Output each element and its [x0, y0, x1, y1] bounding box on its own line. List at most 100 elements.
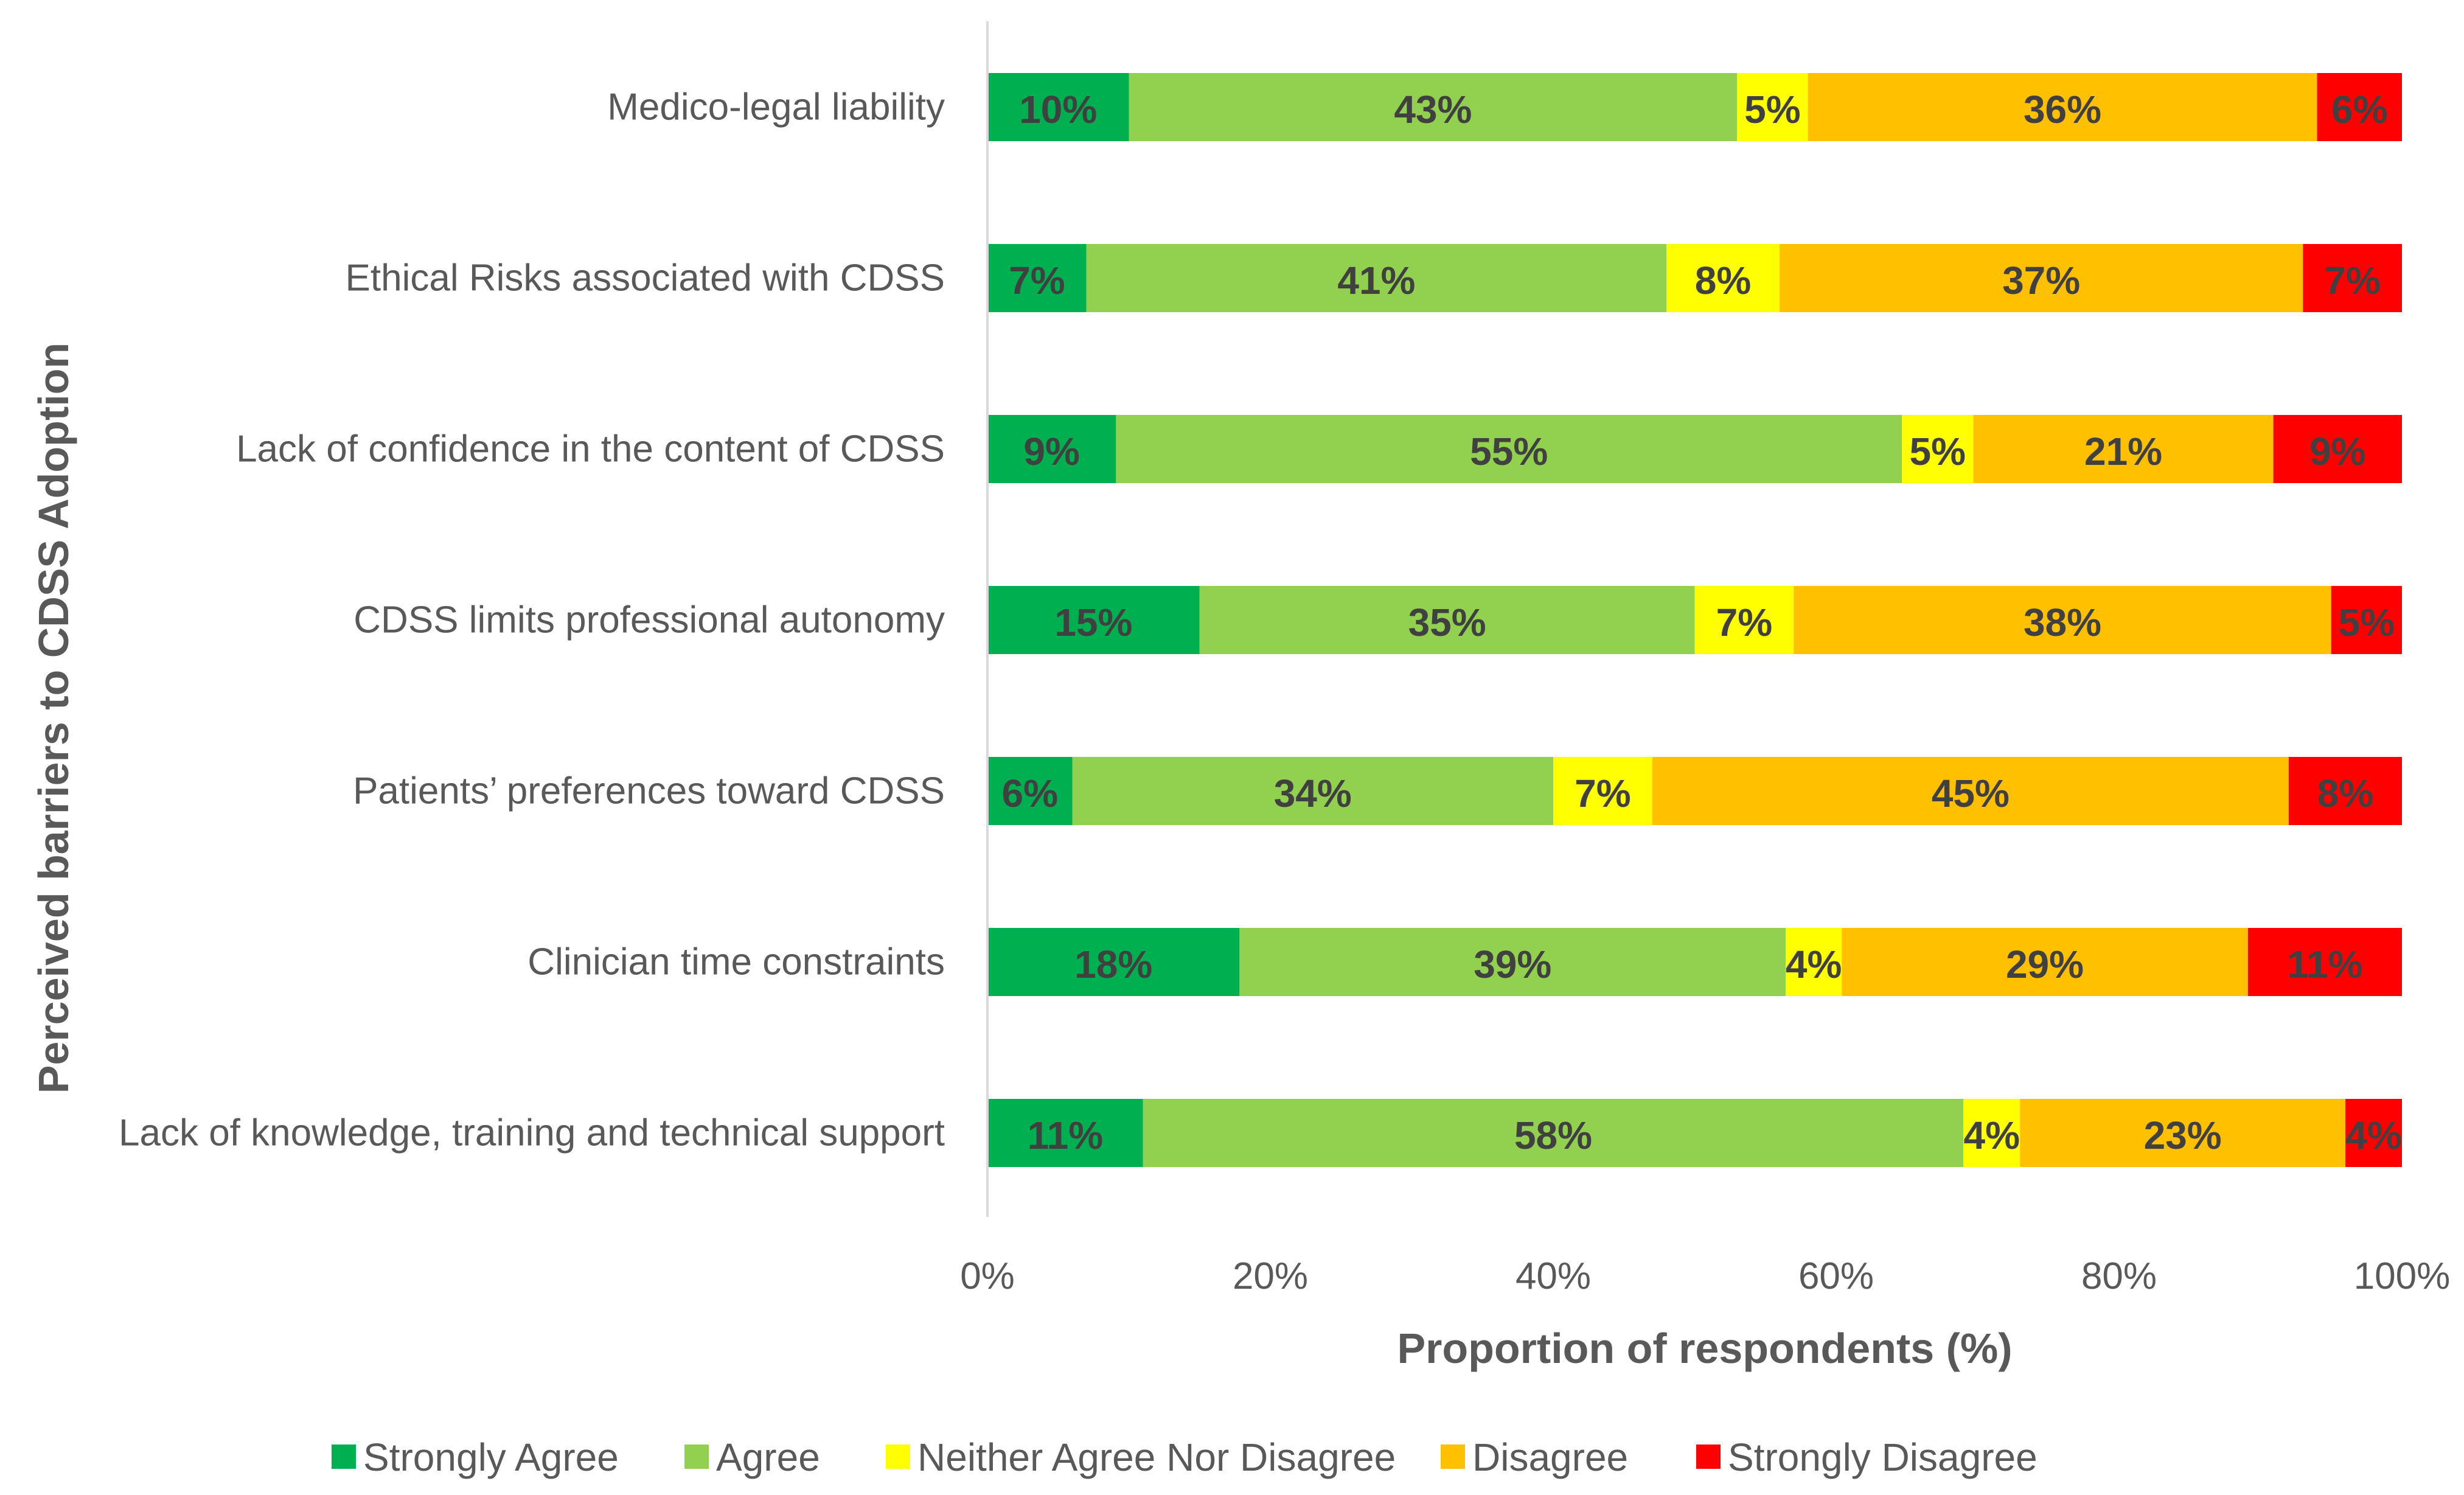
bar-segment	[1553, 757, 1652, 825]
legend-swatch	[684, 1444, 709, 1469]
category-label: Lack of knowledge, training and technica…	[119, 1112, 945, 1154]
bar-segment	[1199, 586, 1695, 654]
legend: Strongly Agree Agree Neither Agree Nor Dis…	[332, 1435, 2038, 1479]
data-label: 55%	[1470, 430, 1548, 473]
legend-swatch	[1696, 1444, 1721, 1469]
data-label: 43%	[1394, 88, 1472, 131]
data-label: 23%	[2144, 1113, 2222, 1157]
bar-segment	[1116, 415, 1902, 483]
bar-segment	[1973, 415, 2274, 483]
bar-segment	[1666, 244, 1780, 312]
bar-segment	[1842, 928, 2248, 996]
bar-segment	[987, 244, 1087, 312]
bar-segment	[2020, 1099, 2345, 1167]
category-labels-group: Medico-legal liability Ethical Risks asso…	[119, 86, 945, 1154]
bar-segment	[1902, 415, 1974, 483]
data-labels-group: 10% 43% 5% 36% 6% 7% 41% 8% 37% 7% 9% 55% 5% 21% 9% 15%…	[1002, 88, 2402, 1157]
data-label: 36%	[2024, 88, 2101, 131]
data-label: 4%	[1786, 943, 1842, 986]
bar-segment	[2331, 586, 2402, 654]
data-label: 5%	[1744, 88, 1801, 131]
y-axis-title: Perceived barriers to CDSS Adoption	[30, 343, 77, 1093]
x-tick-label: 0%	[960, 1255, 1015, 1297]
bar-segment	[987, 928, 1240, 996]
x-tick-label: 40%	[1516, 1255, 1591, 1297]
data-label: 34%	[1274, 772, 1352, 815]
legend-label: Strongly Disagree	[1728, 1435, 2038, 1479]
data-label: 5%	[1909, 430, 1966, 473]
bar-segment	[2273, 415, 2402, 483]
data-label: 21%	[2084, 430, 2162, 473]
data-label: 10%	[1019, 88, 1097, 131]
bar-segment	[987, 73, 1129, 141]
data-label: 15%	[1054, 601, 1132, 644]
bar-segment	[1239, 928, 1786, 996]
bar-segment	[987, 1099, 1143, 1167]
data-label: 37%	[2002, 259, 2080, 302]
bar-segment	[1143, 1099, 1964, 1167]
data-label: 39%	[1474, 943, 1551, 986]
category-label: CDSS limits professional autonomy	[353, 599, 945, 641]
bar-segment	[1694, 586, 1794, 654]
x-axis-title: Proportion of respondents (%)	[1397, 1325, 2012, 1372]
data-label: 7%	[1575, 772, 1631, 815]
bar-segment	[1086, 244, 1666, 312]
bar-segment	[2317, 73, 2402, 141]
data-label: 5%	[2339, 601, 2395, 644]
data-label: 11%	[2287, 943, 2363, 986]
data-label: 38%	[2024, 601, 2101, 644]
category-label: Patients’ preferences toward CDSS	[353, 770, 945, 812]
bar-segment	[987, 757, 1073, 825]
bar-segment	[2303, 244, 2402, 312]
data-label: 41%	[1337, 259, 1415, 302]
bar-segment	[1808, 73, 2317, 141]
x-tick-label: 100%	[2354, 1255, 2451, 1297]
data-label: 29%	[2006, 943, 2084, 986]
legend-label: Disagree	[1472, 1435, 1628, 1479]
x-tick-label: 20%	[1233, 1255, 1308, 1297]
data-label: 4%	[1964, 1113, 2020, 1157]
data-label: 7%	[2324, 259, 2381, 302]
legend-swatch	[1441, 1444, 1465, 1469]
x-tick-label: 80%	[2081, 1255, 2157, 1297]
data-label: 45%	[1932, 772, 2010, 815]
bar-segment	[2289, 757, 2402, 825]
data-label: 7%	[1716, 601, 1773, 644]
category-label: Clinician time constraints	[527, 941, 945, 983]
category-label: Ethical Risks associated with CDSS	[346, 257, 945, 299]
legend-label: Neither Agree Nor Disagree	[917, 1435, 1396, 1479]
bar-segment	[1129, 73, 1738, 141]
bar-segment	[1786, 928, 1842, 996]
bar-segment	[2247, 928, 2402, 996]
bars-group	[987, 73, 2402, 1167]
data-label: 35%	[1408, 601, 1486, 644]
category-label: Lack of confidence in the content of CDS…	[236, 428, 945, 470]
bar-segment	[1072, 757, 1553, 825]
bar-segment	[1963, 1099, 2020, 1167]
data-label: 4%	[2345, 1113, 2402, 1157]
data-label: 9%	[1023, 430, 1080, 473]
x-tick-label: 60%	[1798, 1255, 1874, 1297]
bar-segment	[987, 586, 1200, 654]
data-label: 6%	[1002, 772, 1059, 815]
category-label: Medico-legal liability	[607, 86, 945, 128]
data-label: 6%	[2331, 88, 2388, 131]
data-label: 18%	[1074, 943, 1152, 986]
data-label: 7%	[1009, 259, 1065, 302]
x-tick-labels-group: 0% 20% 40% 60% 80% 100%	[960, 1255, 2450, 1297]
bar-segment	[1780, 244, 2303, 312]
data-label: 9%	[2309, 430, 2366, 473]
legend-swatch	[886, 1444, 910, 1469]
bar-segment	[1737, 73, 1808, 141]
bar-segment	[2345, 1099, 2402, 1167]
legend-label: Strongly Agree	[363, 1435, 619, 1479]
data-label: 8%	[1695, 259, 1752, 302]
legend-swatch	[332, 1444, 356, 1469]
bar-segment	[1652, 757, 2289, 825]
data-label: 8%	[2317, 772, 2374, 815]
legend-label: Agree	[716, 1435, 820, 1479]
bar-segment	[1794, 586, 2331, 654]
data-label: 58%	[1514, 1113, 1592, 1157]
data-label: 11%	[1028, 1113, 1104, 1157]
